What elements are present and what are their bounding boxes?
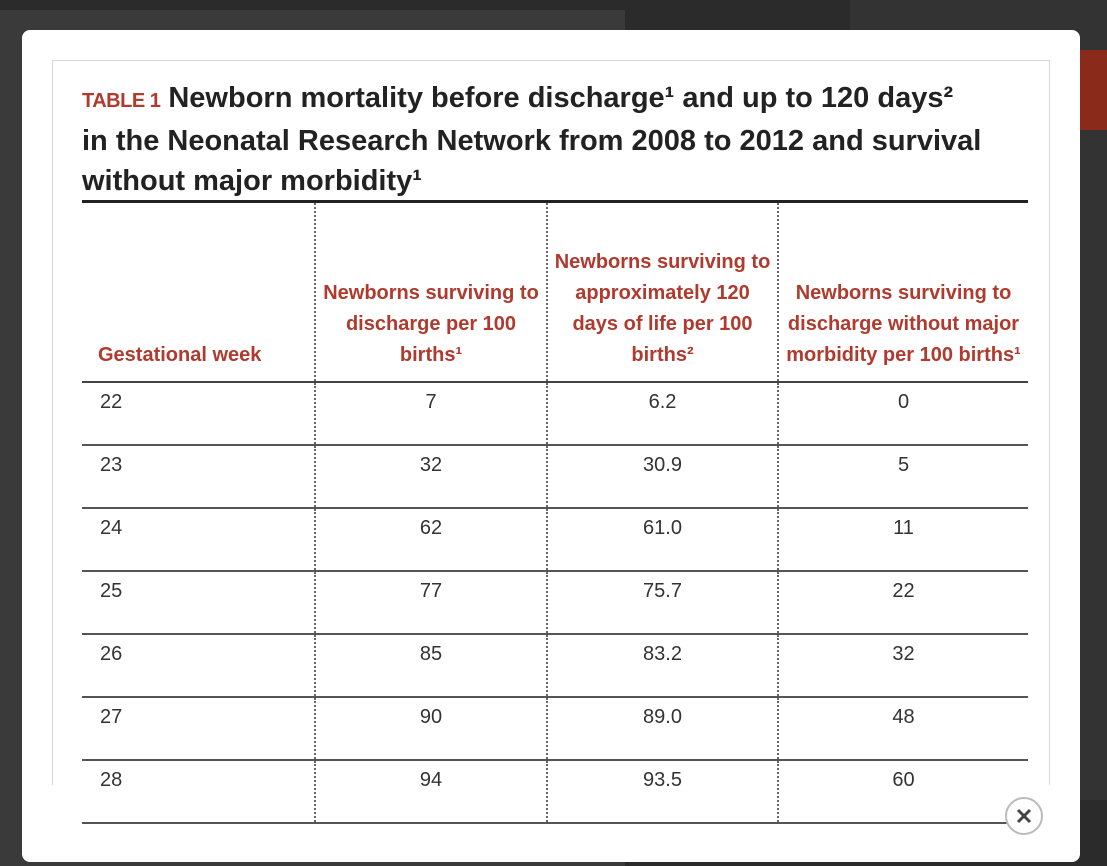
table-row: 25 77 75.7 22 [82, 571, 1028, 635]
table-cell: 7 [314, 382, 547, 446]
column-header: Gestational week [82, 201, 315, 383]
table-cell: 32 [314, 445, 547, 509]
table-title: TABLE 1 Newborn mortality before discharg… [82, 78, 982, 201]
table-cell: 22 [777, 571, 1028, 635]
table-cell: 6.2 [546, 382, 778, 446]
table-row: 24 62 61.0 11 [82, 508, 1028, 572]
table-cell: 22 [82, 382, 315, 446]
table-cell: 0 [777, 382, 1028, 446]
table-cell: 94 [314, 760, 547, 824]
table-cell: 60 [777, 760, 1028, 824]
table-cell: 28 [82, 760, 315, 824]
data-table: Gestational week Newborns surviving to di… [82, 200, 1028, 824]
table-cell: 32 [777, 634, 1028, 698]
column-header: Newborns surviving to discharge without … [777, 201, 1028, 383]
lightbox: TABLE 1 Newborn mortality before discharg… [22, 30, 1080, 862]
table-row: 27 90 89.0 48 [82, 697, 1028, 761]
table-cell: 85 [314, 634, 547, 698]
table-row: 22 7 6.2 0 [82, 382, 1028, 446]
table-cell: 11 [777, 508, 1028, 572]
title-text: Newborn mortality before discharge¹ and … [82, 82, 982, 197]
table-cell: 89.0 [546, 697, 778, 761]
table-cell: 77 [314, 571, 547, 635]
table-cell: 5 [777, 445, 1028, 509]
header-row: Gestational week Newborns surviving to di… [82, 201, 1028, 383]
background-ad [1080, 50, 1107, 130]
column-header: Newborns surviving to approximately 120 … [546, 201, 778, 383]
table-cell: 26 [82, 634, 315, 698]
image-frame [52, 60, 1050, 785]
column-header: Newborns surviving to discharge per 100 … [314, 201, 547, 383]
table-cell: 23 [82, 445, 315, 509]
table-cell: 30.9 [546, 445, 778, 509]
table-cell: 93.5 [546, 760, 778, 824]
table-cell: 75.7 [546, 571, 778, 635]
table-cell: 25 [82, 571, 315, 635]
table-cell: 90 [314, 697, 547, 761]
table-row: 26 85 83.2 32 [82, 634, 1028, 698]
table-cell: 27 [82, 697, 315, 761]
table-cell: 62 [314, 508, 547, 572]
table-cell: 24 [82, 508, 315, 572]
table-row: 23 32 30.9 5 [82, 445, 1028, 509]
close-button[interactable] [1004, 796, 1044, 836]
table-cell: 61.0 [546, 508, 778, 572]
table-label: TABLE 1 [82, 90, 161, 112]
table-row: 28 94 93.5 60 [82, 760, 1028, 824]
table-cell: 83.2 [546, 634, 778, 698]
table-cell: 48 [777, 697, 1028, 761]
